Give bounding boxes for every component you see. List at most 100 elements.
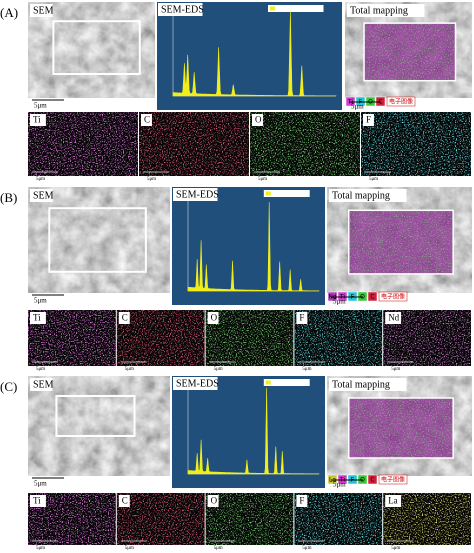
- mapping-title: Total mapping: [332, 379, 390, 390]
- element-label: C: [122, 496, 128, 506]
- scale-label: 5μm: [34, 102, 47, 110]
- mapping-speckle: [348, 210, 454, 274]
- scale-label: 5μm: [333, 298, 346, 306]
- element-map: [361, 112, 471, 176]
- scale-label: 5μm: [391, 367, 400, 372]
- eds-spectrum: [187, 202, 320, 292]
- element-label-bg: [363, 114, 374, 126]
- element-label: C: [144, 115, 150, 125]
- element-label-bg: [30, 114, 46, 126]
- scale-label: 5μm: [147, 177, 156, 182]
- selection-box: [55, 395, 136, 437]
- element-label: F: [299, 313, 304, 323]
- scale-label: 5μm: [333, 481, 346, 489]
- element-label-bg: [385, 312, 402, 324]
- mapping-speckle: [348, 398, 454, 458]
- element-map: [205, 493, 294, 545]
- eds-spectrum: [187, 387, 320, 475]
- mapping-title-bg: [329, 378, 407, 391]
- element-label-bg: [207, 312, 219, 324]
- eds-title: SEM-EDS: [176, 378, 219, 389]
- scale-label: 5μm: [36, 177, 45, 182]
- scale-label: 5μm: [302, 367, 311, 372]
- element-map: [294, 310, 383, 366]
- eds-panel: [172, 187, 325, 305]
- eds-legend: [263, 190, 310, 197]
- sem-title: SEM: [33, 190, 54, 201]
- scale-label: 5μm: [125, 367, 134, 372]
- mapping-title: Total mapping: [332, 190, 390, 201]
- element-map: [116, 493, 205, 545]
- eds-title: SEM-EDS: [161, 4, 204, 15]
- element-label-bg: [118, 312, 130, 324]
- legend-caption: 电子图像: [381, 293, 405, 301]
- scale-label: 5μm: [36, 546, 45, 551]
- mapping-title-bg: [329, 189, 407, 202]
- sem-title: SEM: [33, 379, 54, 390]
- element-label-bg: [207, 495, 219, 507]
- mapping-title: Total mapping: [350, 5, 408, 16]
- sem-title: SEM: [33, 5, 54, 16]
- eds-title-bg: [173, 377, 218, 390]
- element-map: [139, 112, 249, 176]
- legend-caption-bg: [378, 474, 408, 485]
- sem-image: [28, 2, 155, 98]
- legend-chip: [367, 291, 378, 302]
- mapping-box: [348, 209, 454, 275]
- eds-legend: [268, 5, 324, 12]
- element-label: Nd: [388, 313, 399, 323]
- element-label: O: [211, 496, 218, 506]
- eds-legend: [263, 379, 310, 386]
- selection-box: [48, 207, 147, 273]
- legend-caption: 电子图像: [389, 98, 413, 106]
- element-label: La: [388, 496, 398, 506]
- scale-label: 5μm: [36, 367, 45, 372]
- sem-title-bg: [30, 189, 53, 202]
- element-label: O: [255, 115, 262, 125]
- eds-legend-swatch: [265, 191, 271, 196]
- scale-label: 5μm: [34, 480, 47, 488]
- element-label: Ti: [33, 313, 41, 323]
- sem-image: [28, 376, 170, 476]
- element-label-bg: [30, 312, 46, 324]
- element-label: Ti: [33, 115, 41, 125]
- panel-label: (C): [0, 379, 17, 394]
- eds-title: SEM-EDS: [176, 189, 219, 200]
- element-label-bg: [30, 495, 46, 507]
- element-label: C: [122, 313, 128, 323]
- element-map: [250, 112, 360, 176]
- legend-caption-bg: [378, 291, 408, 302]
- scale-label: 5μm: [34, 297, 47, 305]
- element-label-bg: [296, 312, 308, 324]
- element-map: [294, 493, 383, 545]
- panel-label: (A): [0, 5, 18, 20]
- element-label: F: [366, 115, 371, 125]
- element-label-bg: [252, 114, 263, 126]
- scale-label: 5μm: [351, 103, 364, 111]
- eds-legend-swatch: [270, 6, 275, 11]
- scale-label: 5μm: [214, 546, 223, 551]
- scale-label: 5μm: [369, 177, 378, 182]
- scale-label: 5μm: [214, 367, 223, 372]
- scale-label: 5μm: [258, 177, 267, 182]
- mapping-box: [363, 22, 457, 82]
- element-label-bg: [141, 114, 152, 126]
- legend-chip-label: C: [370, 477, 374, 484]
- element-label: Ti: [33, 496, 41, 506]
- element-map: [28, 112, 138, 176]
- legend-caption-bg: [386, 96, 416, 107]
- element-label: F: [299, 496, 304, 506]
- legend-chip-label: C: [370, 294, 374, 301]
- element-label: O: [211, 313, 218, 323]
- eds-spectrum: [172, 11, 337, 97]
- mapping-speckle: [364, 23, 456, 81]
- element-map: [116, 310, 205, 366]
- mapping-box: [348, 397, 454, 459]
- scale-label: 5μm: [391, 546, 400, 551]
- element-map: [205, 310, 294, 366]
- mapping-title-bg: [347, 4, 425, 17]
- element-label-bg: [296, 495, 308, 507]
- element-label-bg: [118, 495, 130, 507]
- sem-title-bg: [30, 378, 53, 391]
